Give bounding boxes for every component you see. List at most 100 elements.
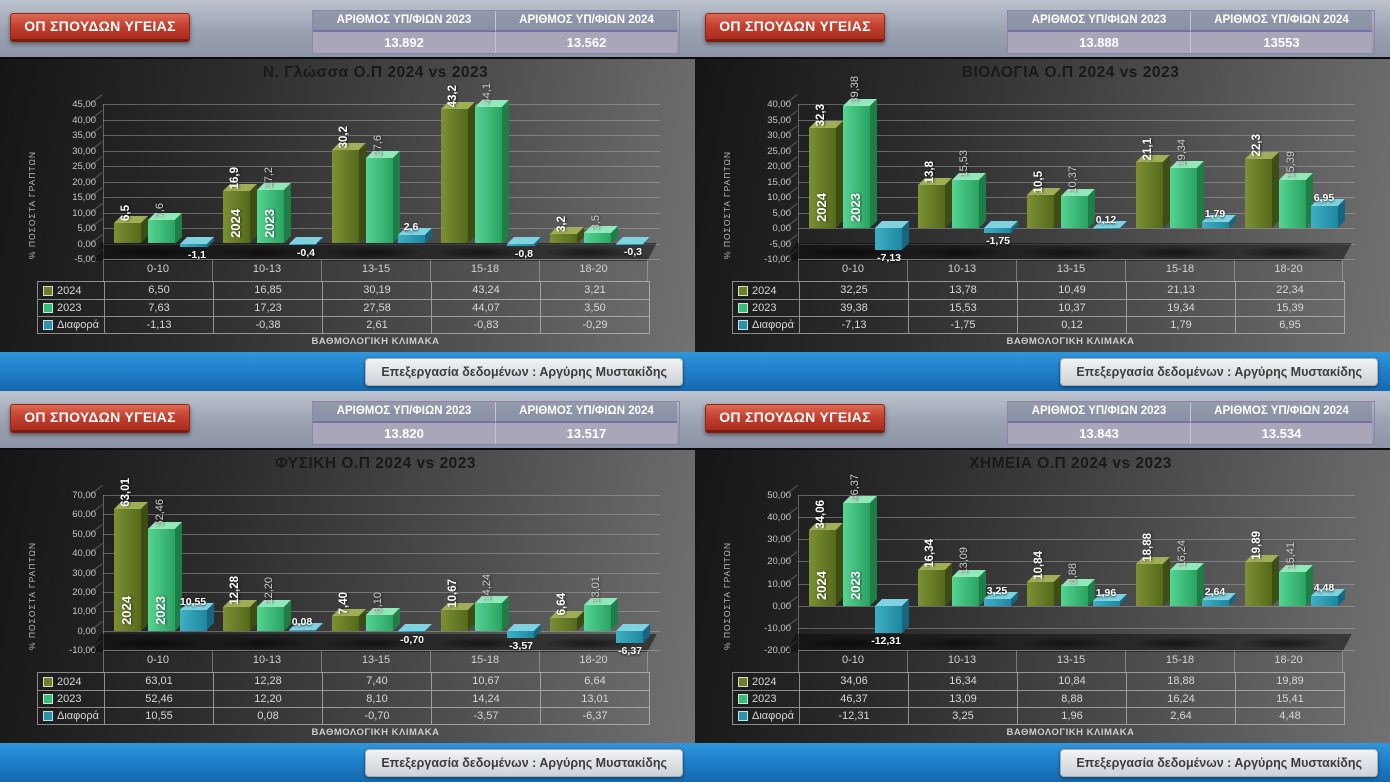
legend-label: 2023 [57, 693, 82, 705]
y-tick-label: 0,00 [77, 238, 97, 250]
bar-label-2024: 3,2 [556, 215, 568, 232]
bar-label-2023: 3,5 [590, 215, 602, 231]
bar-2023-18-20 [584, 605, 611, 631]
bar-Διαφορά-0-10 [875, 605, 902, 633]
bar-2023-0-10 [148, 219, 175, 244]
table-value-cell: 22,34 [1235, 282, 1344, 299]
gridline [103, 104, 660, 105]
table-value-cell: -3,57 [431, 707, 540, 724]
gridline [103, 119, 660, 121]
x-category-label: 13-15 [1016, 260, 1125, 282]
y-tick-label: 45,00 [72, 99, 96, 110]
y-tick-label: 25,00 [767, 145, 791, 157]
legend-cell: 2024 [733, 282, 799, 299]
table-value-cell: 16,85 [213, 282, 322, 299]
group-shadow [434, 246, 530, 259]
chart-title: ΧΗΜΕΙΑ Ο.Π 2024 vs 2023 [969, 455, 1172, 472]
quadrant-ximeia: ΟΠ ΣΠΟΥΔΩΝ ΥΓΕΙΑΣ ΑΡΙΘΜΟΣ ΥΠ/ΦΙΩΝ 2023 ΑΡΙ… [695, 391, 1390, 782]
y-tick-label: -10,00 [764, 622, 791, 634]
y-tick-label: 70,00 [72, 490, 96, 501]
gridline [798, 539, 1355, 541]
y-tick-label: -10,00 [69, 645, 96, 656]
quadrant-footer: Επεξεργασία δεδομένων : Αργύρης Μυστακίδ… [695, 743, 1390, 782]
candidates-header-2024: ΑΡΙΘΜΟΣ ΥΠ/ΦΙΩΝ 2024 [495, 402, 677, 423]
bar-label-diff: -0,3 [623, 246, 642, 259]
quadrant-glossa: ΟΠ ΣΠΟΥΔΩΝ ΥΓΕΙΑΣ ΑΡΙΘΜΟΣ ΥΠ/ΦΙΩΝ 2023 ΑΡΙ… [0, 0, 695, 391]
legend-cell: 2023 [38, 690, 104, 707]
table-value-cell: 17,23 [213, 299, 322, 316]
bar-label-diff: 0,12 [1095, 213, 1117, 226]
table-value-cell: -1,13 [104, 316, 213, 333]
group-shadow [325, 246, 421, 259]
bar-Διαφορά-10-13 [984, 228, 1011, 234]
x-axis-title: ΒΑΘΜΟΛΟΓΙΚΗ ΚΛΙΜΑΚΑ [311, 727, 440, 738]
gridline [103, 495, 660, 496]
y-tick-label: 40,00 [72, 114, 96, 126]
table-value-cell: -0,70 [322, 707, 431, 724]
y-tick-label: 0,00 [77, 625, 97, 637]
bar-Διαφορά-15-18 [1202, 222, 1229, 228]
legend-label: 2024 [57, 675, 82, 688]
bar-label-diff: 0,08 [291, 616, 313, 629]
data-table: 2024 34,06 16,34 10,84 18,88 19,89 2023 46,37 13… [732, 672, 1345, 725]
gridline [103, 553, 660, 555]
table-value-cell: 13,01 [540, 690, 649, 707]
bar-label-2023: 46,37 [849, 473, 861, 502]
table-value-cell: 32,25 [799, 282, 908, 299]
y-tick-label: 50,00 [767, 490, 791, 501]
group-shadow [1238, 637, 1334, 650]
bar-label-diff: 2,6 [403, 221, 419, 234]
bar-label-2024: 16,34 [924, 538, 936, 568]
group-shadow [107, 246, 203, 259]
bar-2024-15-18 [1136, 563, 1163, 606]
x-axis-labels: 0-10 10-13 13-15 15-18 18-20 [798, 650, 1343, 673]
table-value-cell: -0,83 [431, 316, 540, 333]
bar-2024-0-10 [809, 530, 836, 606]
in-bar-year-label-2023: 2023 [848, 570, 863, 600]
table-value-cell: 43,24 [431, 282, 540, 299]
legend-label: Διαφορά [752, 319, 795, 331]
legend-label: 2024 [752, 675, 777, 688]
bar-label-diff: -3,57 [509, 639, 533, 652]
legend-label: 2023 [752, 693, 777, 705]
data-table: 2024 63,01 12,28 7,40 10,67 6,64 2023 52,46 12,2… [37, 672, 650, 725]
table-value-cell: 10,49 [1017, 282, 1126, 299]
bar-2023-15-18 [1170, 569, 1197, 606]
field-badge: ΟΠ ΣΠΟΥΔΩΝ ΥΓΕΙΑΣ [10, 404, 190, 433]
bar-Διαφορά-10-13 [289, 630, 316, 632]
bar-label-2024: 7,40 [338, 591, 350, 615]
quadrant-footer: Επεξεργασία δεδομένων : Αργύρης Μυστακίδ… [0, 743, 695, 782]
bar-2023-18-20 [584, 232, 611, 244]
x-axis-labels: 0-10 10-13 13-15 15-18 18-20 [798, 259, 1343, 282]
candidates-value-2024: 13.517 [495, 423, 677, 444]
chart-title: ΒΙΟΛΟΓΙΑ Ο.Π 2024 vs 2023 [961, 64, 1180, 81]
bar-label-diff: -0,4 [296, 246, 315, 259]
x-category-label: 10-13 [212, 651, 321, 673]
bar-label-2023: 8,10 [372, 591, 384, 613]
bar-2023-0-10 [843, 503, 870, 606]
bar-2023-15-18 [1170, 168, 1197, 228]
table-value-cell: 1,96 [1017, 707, 1126, 724]
gridline [798, 166, 1355, 167]
legend-chip-Διαφορά [43, 711, 53, 721]
x-axis-title: ΒΑΘΜΟΛΟΓΙΚΗ ΚΛΙΜΑΚΑ [311, 336, 440, 347]
bar-Διαφορά-15-18 [1202, 599, 1229, 606]
y-tick-label: 60,00 [72, 509, 96, 521]
candidates-table: ΑΡΙΘΜΟΣ ΥΠ/ΦΙΩΝ 2023 ΑΡΙΘΜΟΣ ΥΠ/ΦΙΩΝ 2024… [1007, 401, 1375, 445]
y-tick-label: 20,00 [767, 161, 791, 172]
chart-area: ΒΙΟΛΟΓΙΑ Ο.Π 2024 vs 2023% ΠΟΣΟΣΤΑ ΓΡΑΠΤ… [695, 57, 1390, 354]
bar-2024-0-10 [809, 128, 836, 228]
x-axis-labels: 0-10 10-13 13-15 15-18 18-20 [103, 259, 648, 282]
legend-chip-2023 [738, 694, 748, 704]
gridline [103, 591, 660, 593]
bar-label-2024: 21,1 [1142, 138, 1154, 161]
in-bar-year-label-2024: 2024 [228, 208, 243, 238]
gridline [103, 135, 660, 136]
table-value-cell: -0,29 [540, 316, 649, 333]
quadrant-biologia: ΟΠ ΣΠΟΥΔΩΝ ΥΓΕΙΑΣ ΑΡΙΘΜΟΣ ΥΠ/ΦΙΩΝ 2023 ΑΡΙ… [695, 0, 1390, 391]
bar-Διαφορά-13-15 [398, 630, 425, 632]
gridline [798, 561, 1355, 563]
legend-cell: Διαφορά [733, 707, 799, 724]
x-category-label: 13-15 [1016, 651, 1125, 673]
bar-Διαφορά-10-13 [984, 598, 1011, 606]
